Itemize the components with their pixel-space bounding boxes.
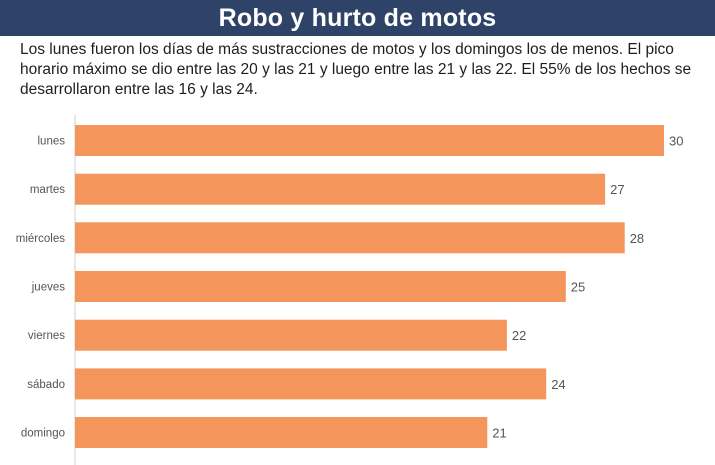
chart-description: Los lunes fueron los días de más sustrac… bbox=[20, 41, 692, 98]
title-bar: Robo y hurto de motos bbox=[0, 0, 715, 36]
value-label: 22 bbox=[512, 328, 526, 343]
bar-miércoles bbox=[75, 222, 625, 254]
bar-lunes bbox=[75, 125, 664, 156]
bar-chart: lunes 30 martes 27 miércoles 28 jueves 25 vierne… bbox=[16, 115, 683, 465]
category-label: jueves bbox=[31, 282, 65, 294]
category-label: viernes bbox=[28, 330, 65, 342]
category-label: miércoles bbox=[16, 233, 65, 245]
value-label: 21 bbox=[492, 426, 506, 441]
value-label: 28 bbox=[630, 231, 644, 246]
value-label: 24 bbox=[551, 377, 565, 392]
bar-jueves bbox=[75, 271, 566, 302]
bar-sábado bbox=[75, 368, 547, 400]
category-label: lunes bbox=[38, 136, 66, 148]
category-label: domingo bbox=[21, 428, 65, 440]
value-label: 25 bbox=[571, 280, 585, 295]
value-label: 27 bbox=[610, 182, 624, 197]
bar-domingo bbox=[75, 417, 488, 448]
bar-viernes bbox=[75, 319, 507, 351]
bar-martes bbox=[75, 173, 606, 205]
category-label: sábado bbox=[27, 379, 65, 391]
category-label: martes bbox=[30, 184, 65, 196]
value-label: 30 bbox=[669, 134, 683, 149]
chart-title: Robo y hurto de motos bbox=[218, 3, 497, 32]
